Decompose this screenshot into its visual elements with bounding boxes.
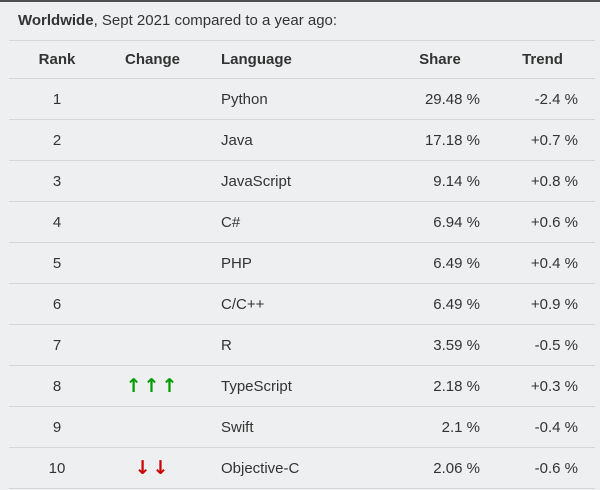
page-title-region: Worldwide bbox=[18, 12, 94, 29]
table-row: 9 Swift 2.1 % -0.4 % bbox=[9, 406, 595, 448]
table-row: 2 Java 17.18 % +0.7 % bbox=[9, 119, 595, 161]
table-row: 4 C# 6.94 % +0.6 % bbox=[9, 201, 595, 243]
language-cell: Java bbox=[200, 119, 390, 161]
page-title: Worldwide, Sept 2021 compared to a year … bbox=[0, 2, 600, 40]
share-cell: 6.49 % bbox=[390, 242, 490, 284]
change-cell: ↓↓ bbox=[105, 447, 200, 489]
trend-cell: +0.7 % bbox=[490, 119, 595, 161]
language-cell: PHP bbox=[200, 242, 390, 284]
language-cell: Objective-C bbox=[200, 447, 390, 489]
trend-cell: +0.3 % bbox=[490, 365, 595, 407]
change-cell bbox=[105, 160, 200, 202]
page-title-caption: , Sept 2021 compared to a year ago: bbox=[93, 12, 338, 29]
share-cell: 9.14 % bbox=[390, 160, 490, 202]
change-cell bbox=[105, 406, 200, 448]
column-header-change: Change bbox=[105, 40, 200, 79]
rank-cell: 1 bbox=[9, 78, 105, 120]
rank-cell: 9 bbox=[9, 406, 105, 448]
share-cell: 29.48 % bbox=[390, 78, 490, 120]
trend-cell: -0.5 % bbox=[490, 324, 595, 366]
table-row: 3 JavaScript 9.14 % +0.8 % bbox=[9, 160, 595, 202]
share-cell: 17.18 % bbox=[390, 119, 490, 161]
trend-cell: +0.8 % bbox=[490, 160, 595, 202]
change-cell bbox=[105, 201, 200, 243]
language-cell: C# bbox=[200, 201, 390, 243]
rank-cell: 5 bbox=[9, 242, 105, 284]
trend-cell: -0.6 % bbox=[490, 447, 595, 489]
change-cell bbox=[105, 78, 200, 120]
table-row: 7 R 3.59 % -0.5 % bbox=[9, 324, 595, 366]
change-cell bbox=[105, 324, 200, 366]
language-cell: Swift bbox=[200, 406, 390, 448]
language-cell: C/C++ bbox=[200, 283, 390, 325]
language-cell: JavaScript bbox=[200, 160, 390, 202]
rank-cell: 8 bbox=[9, 365, 105, 407]
trend-cell: -0.4 % bbox=[490, 406, 595, 448]
column-header-rank: Rank bbox=[9, 40, 105, 79]
table-header: Rank Change Language Share Trend bbox=[9, 40, 595, 79]
rank-cell: 6 bbox=[9, 283, 105, 325]
rank-cell: 2 bbox=[9, 119, 105, 161]
table-row: 1 Python 29.48 % -2.4 % bbox=[9, 78, 595, 120]
column-header-share: Share bbox=[390, 40, 490, 79]
table-body: 1 Python 29.48 % -2.4 % 2 Java 17.18 % +… bbox=[9, 78, 595, 489]
share-cell: 3.59 % bbox=[390, 324, 490, 366]
table-header-row: Rank Change Language Share Trend bbox=[9, 40, 595, 79]
share-cell: 6.94 % bbox=[390, 201, 490, 243]
column-header-trend: Trend bbox=[490, 40, 595, 79]
table-row: 8 ↑↑↑ TypeScript 2.18 % +0.3 % bbox=[9, 365, 595, 407]
trend-cell: +0.4 % bbox=[490, 242, 595, 284]
language-cell: Python bbox=[200, 78, 390, 120]
rank-cell: 10 bbox=[9, 447, 105, 489]
table-row: 5 PHP 6.49 % +0.4 % bbox=[9, 242, 595, 284]
column-header-language: Language bbox=[200, 40, 390, 79]
trend-cell: +0.9 % bbox=[490, 283, 595, 325]
language-cell: R bbox=[200, 324, 390, 366]
change-arrows-icon: ↓↓ bbox=[134, 456, 171, 479]
change-cell bbox=[105, 283, 200, 325]
change-cell bbox=[105, 119, 200, 161]
language-cell: TypeScript bbox=[200, 365, 390, 407]
trend-cell: -2.4 % bbox=[490, 78, 595, 120]
share-cell: 2.18 % bbox=[390, 365, 490, 407]
rank-cell: 4 bbox=[9, 201, 105, 243]
share-cell: 2.06 % bbox=[390, 447, 490, 489]
trend-cell: +0.6 % bbox=[490, 201, 595, 243]
change-cell bbox=[105, 242, 200, 284]
change-cell: ↑↑↑ bbox=[105, 365, 200, 407]
table-row: 10 ↓↓ Objective-C 2.06 % -0.6 % bbox=[9, 447, 595, 489]
rank-cell: 7 bbox=[9, 324, 105, 366]
rank-cell: 3 bbox=[9, 160, 105, 202]
share-cell: 2.1 % bbox=[390, 406, 490, 448]
share-cell: 6.49 % bbox=[390, 283, 490, 325]
language-popularity-table: Rank Change Language Share Trend 1 Pytho… bbox=[9, 40, 595, 489]
table-row: 6 C/C++ 6.49 % +0.9 % bbox=[9, 283, 595, 325]
change-arrows-icon: ↑↑↑ bbox=[125, 374, 180, 397]
